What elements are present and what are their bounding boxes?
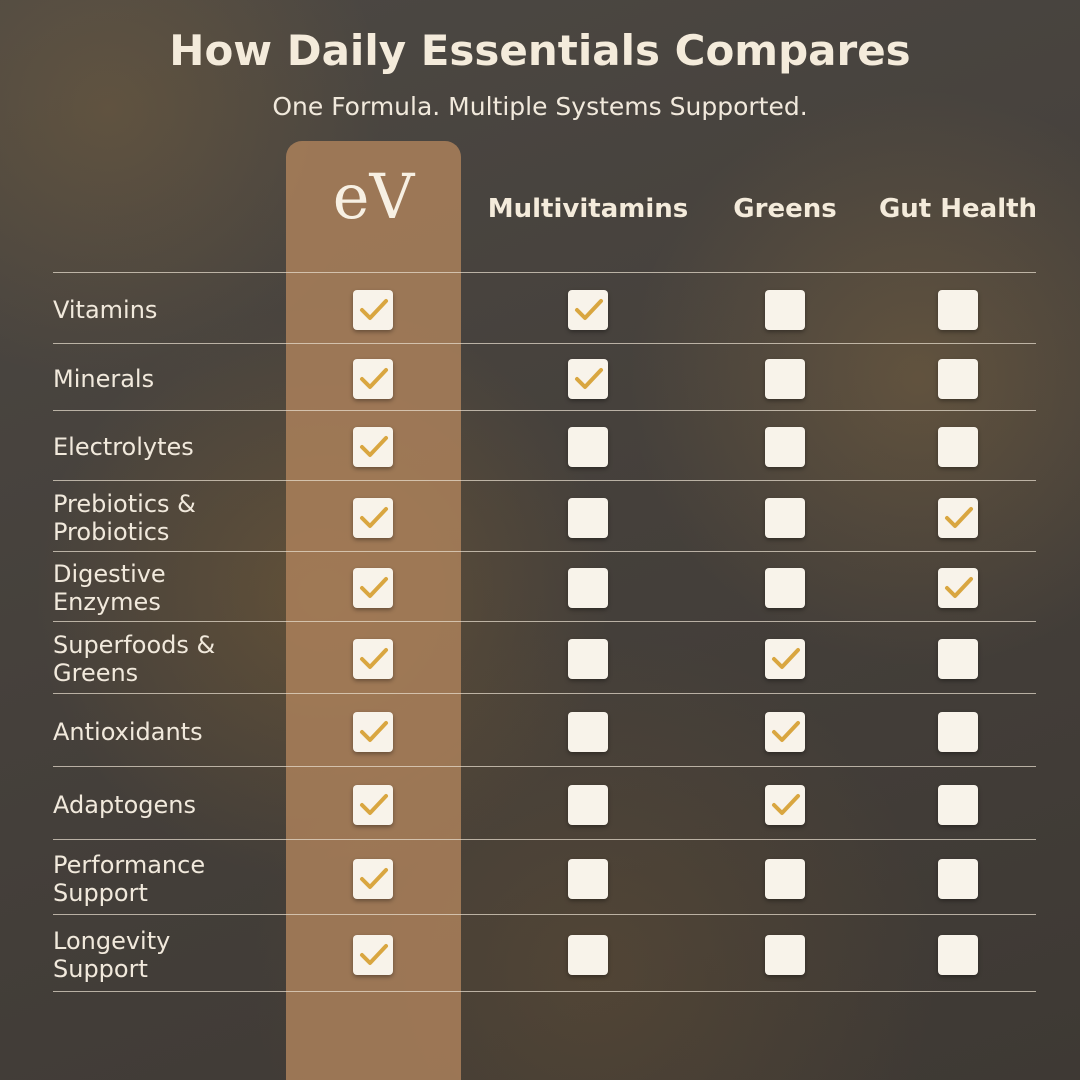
row-divider (53, 410, 1036, 411)
checkbox (765, 427, 805, 467)
checkbox (353, 568, 393, 608)
row-label: Prebiotics & Probiotics (53, 489, 196, 546)
check-mark (945, 577, 973, 598)
row-divider (53, 621, 1036, 622)
row-divider (53, 551, 1036, 552)
checkbox (568, 639, 608, 679)
check-mark (360, 298, 388, 320)
checkbox (765, 639, 805, 679)
checkbox (353, 934, 393, 975)
checkbox (568, 711, 608, 752)
checkbox (938, 427, 978, 467)
check-mark (772, 648, 800, 669)
row-label: Electrolytes (53, 433, 194, 461)
checkbox (568, 289, 608, 330)
check-mark (360, 506, 388, 528)
checkbox (765, 711, 805, 752)
check-mark (575, 367, 603, 389)
check-mark (360, 867, 388, 889)
checkbox (353, 289, 393, 330)
row-divider (53, 480, 1036, 481)
row-label: Superfoods & Greens (53, 631, 216, 687)
column-header: Gut Health (878, 194, 1038, 224)
check-mark (360, 943, 388, 965)
row-divider (53, 914, 1036, 915)
row-divider (53, 693, 1036, 694)
column-header: Greens (733, 194, 837, 224)
checkbox (353, 784, 393, 825)
checkbox (353, 497, 393, 538)
checkbox (938, 784, 978, 825)
check-mark (360, 720, 388, 742)
checkbox (353, 858, 393, 899)
row-divider (53, 272, 1036, 273)
checkbox (938, 934, 978, 975)
row-divider (53, 343, 1036, 344)
checkbox (568, 497, 608, 538)
checkbox (765, 858, 805, 899)
check-mark (945, 506, 973, 528)
checkbox (765, 497, 805, 538)
checkbox (765, 784, 805, 825)
title: How Daily Essentials Compares (169, 26, 911, 75)
checkbox (938, 358, 978, 399)
checkbox (765, 289, 805, 330)
checkbox (938, 639, 978, 679)
checkbox (568, 568, 608, 608)
checkbox (568, 427, 608, 467)
check-mark (772, 793, 800, 815)
checkbox (353, 639, 393, 679)
row-label: Digestive Enzymes (53, 560, 166, 616)
check-mark (360, 793, 388, 815)
row-label: Longevity Support (53, 926, 171, 983)
check-mark (360, 436, 388, 457)
checkbox (353, 711, 393, 752)
row-divider (53, 839, 1036, 840)
subtitle: One Formula. Multiple Systems Supported. (272, 92, 808, 121)
check-mark (772, 720, 800, 742)
row-label: Vitamins (53, 295, 158, 324)
row-divider (53, 991, 1036, 992)
check-mark (575, 298, 603, 320)
checkbox (938, 711, 978, 752)
row-label: Performance Support (53, 850, 206, 907)
checkbox (568, 358, 608, 399)
row-label: Minerals (53, 364, 155, 393)
logo: eV (332, 160, 415, 233)
checkbox (938, 568, 978, 608)
check-mark (360, 367, 388, 389)
checkbox (353, 427, 393, 467)
check-mark (360, 577, 388, 598)
checkbox (353, 358, 393, 399)
checkbox (568, 784, 608, 825)
checkbox (938, 289, 978, 330)
checkbox (568, 934, 608, 975)
checkbox (765, 358, 805, 399)
check-mark (360, 648, 388, 669)
checkbox (765, 934, 805, 975)
row-label: Adaptogens (53, 790, 196, 819)
row-divider (53, 766, 1036, 767)
checkbox (568, 858, 608, 899)
row-label: Antioxidants (53, 717, 203, 746)
checkbox (938, 497, 978, 538)
column-header: Multivitamins (487, 194, 689, 224)
checkbox (765, 568, 805, 608)
checkbox (938, 858, 978, 899)
